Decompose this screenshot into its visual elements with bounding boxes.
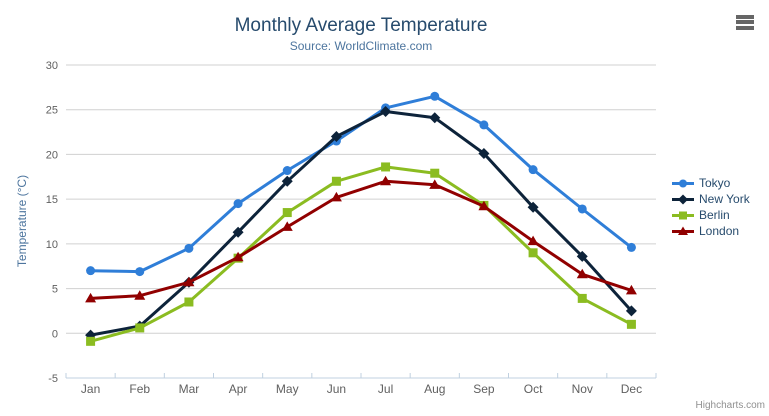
legend-item-berlin[interactable]: Berlin [672, 207, 750, 223]
legend: Tokyo New York Berlin London [672, 175, 750, 239]
legend-marker-new-york-icon [672, 194, 694, 204]
legend-label: New York [699, 192, 750, 206]
y-axis-label: 10 [46, 239, 58, 251]
y-axis-title: Temperature (°C) [15, 174, 29, 268]
hamburger-menu-icon [736, 14, 754, 30]
highcharts-credits-link[interactable]: Highcharts.com [695, 400, 765, 411]
legend-label: London [699, 224, 740, 238]
y-axis-label: 20 [46, 149, 58, 161]
y-axis-label: 5 [52, 284, 58, 296]
y-axis-label: 15 [46, 194, 58, 206]
series-london[interactable] [85, 175, 637, 303]
series-tokyo[interactable] [86, 91, 636, 277]
x-axis-label: Oct [524, 382, 543, 396]
x-axis-label: Feb [129, 382, 150, 396]
x-axis: Jan Feb Mar Apr May Jun Jul Aug Sep Oct Nov Dec [65, 373, 657, 396]
legend-item-new-york[interactable]: New York [672, 191, 750, 207]
chart-title: Monthly Average Temperature [234, 15, 488, 36]
legend-marker-tokyo-icon [672, 179, 694, 187]
x-axis-label: Aug [424, 382, 445, 396]
x-axis-label: Mar [179, 382, 200, 396]
export-menu-button[interactable] [736, 14, 754, 30]
legend-label: Berlin [699, 208, 730, 222]
x-axis-label: Jan [81, 382, 100, 396]
y-axis-label: -5 [48, 373, 58, 385]
legend-item-london[interactable]: London [672, 223, 750, 239]
x-axis-label: Apr [229, 382, 248, 396]
x-axis-label: Dec [621, 382, 642, 396]
gridlines: -5 0 5 10 15 20 25 30 [46, 60, 656, 385]
legend-marker-berlin-icon [672, 211, 694, 219]
x-axis-label: Jun [327, 382, 346, 396]
x-axis-label: Jul [378, 382, 393, 396]
series-new-york[interactable] [85, 106, 637, 341]
legend-label: Tokyo [699, 176, 731, 190]
legend-item-tokyo[interactable]: Tokyo [672, 175, 750, 191]
x-axis-label: May [276, 382, 299, 396]
chart-subtitle: Source: WorldClimate.com [289, 39, 433, 53]
x-axis-label: Sep [473, 382, 495, 396]
legend-marker-london-icon [672, 226, 694, 235]
y-axis-label: 25 [46, 105, 58, 117]
y-axis-label: 0 [52, 328, 58, 340]
y-axis-label: 30 [46, 60, 58, 72]
x-axis-label: Nov [572, 382, 593, 396]
